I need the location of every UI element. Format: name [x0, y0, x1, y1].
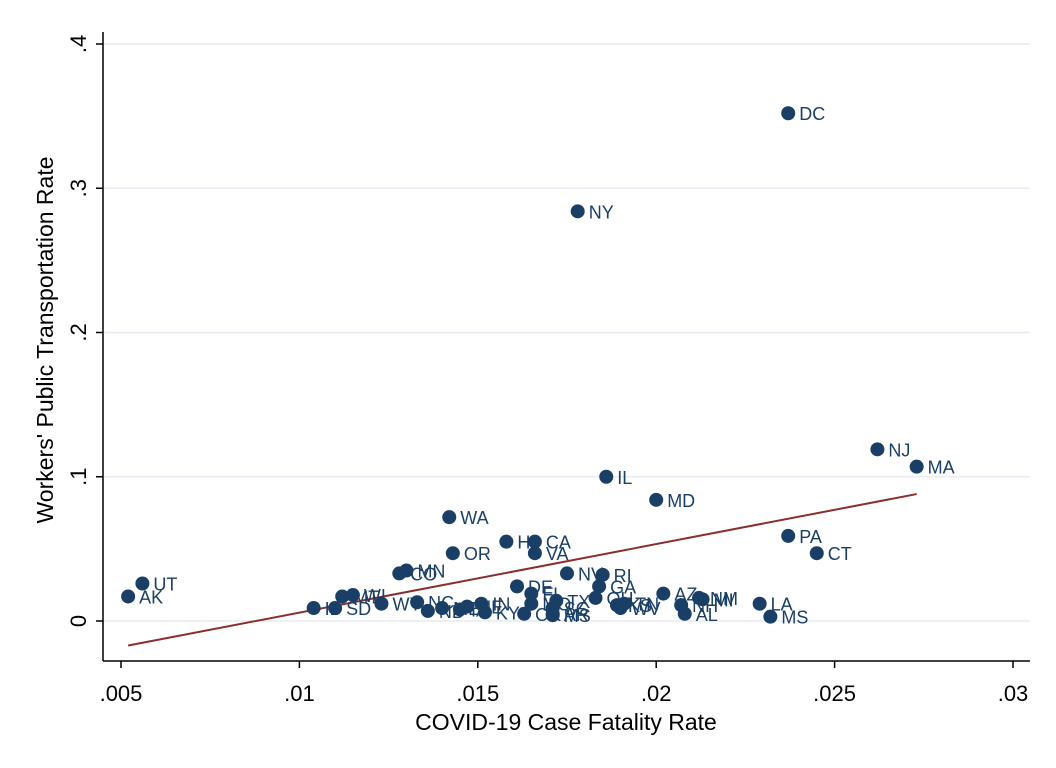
data-point — [588, 590, 603, 605]
data-point — [499, 534, 514, 549]
data-point — [517, 606, 532, 621]
data-point — [121, 589, 136, 604]
data-point — [781, 106, 796, 121]
data-point — [524, 586, 539, 601]
data-point — [781, 528, 796, 543]
data-label: KS — [628, 596, 652, 616]
fit-line — [127, 493, 917, 647]
data-label: PA — [799, 527, 822, 547]
data-point — [592, 579, 607, 594]
data-point — [595, 567, 610, 582]
data-label: TX — [567, 592, 590, 612]
data-point — [656, 586, 671, 601]
data-label: LA — [771, 595, 793, 615]
data-point — [392, 566, 407, 581]
data-label: NJ — [888, 440, 910, 460]
data-label: MI — [714, 590, 734, 610]
data-point — [870, 442, 885, 457]
data-label: MA — [928, 458, 955, 478]
data-point — [527, 546, 542, 561]
y-axis-title: Workers' Public Transportation Rate — [32, 156, 58, 523]
x-tick-label: .005 — [100, 681, 143, 706]
data-label: UT — [153, 574, 177, 594]
data-label: MT — [353, 587, 379, 607]
x-tick-label: .025 — [813, 681, 856, 706]
data-point — [420, 603, 435, 618]
data-label: IL — [617, 468, 632, 488]
data-label: CO — [410, 564, 437, 584]
data-label: SC — [564, 599, 589, 619]
data-label: NH — [692, 596, 718, 616]
x-tick-label: .03 — [998, 681, 1029, 706]
data-label: AL — [696, 605, 718, 625]
data-point — [695, 592, 710, 607]
data-label: VA — [546, 544, 569, 564]
data-point — [442, 510, 457, 525]
data-label: KY — [496, 603, 520, 623]
data-point — [909, 459, 924, 474]
data-point — [809, 546, 824, 561]
data-label: ND — [439, 602, 465, 622]
data-label: AR — [564, 605, 589, 625]
data-point — [374, 596, 389, 611]
data-label: NY — [589, 202, 614, 222]
data-label: TN — [635, 595, 659, 615]
axis-ticks: 0 .1 .2 .3 .4 .005 .01 .015 .02 .025 .03 — [66, 35, 1028, 706]
data-label: WY — [392, 595, 421, 615]
y-tick-label: .2 — [66, 323, 91, 341]
data-label: NM — [710, 589, 738, 609]
data-point — [135, 576, 150, 591]
x-tick-label: .015 — [456, 681, 499, 706]
data-label: CT — [828, 544, 852, 564]
data-point — [477, 605, 492, 620]
data-label: WA — [460, 508, 488, 528]
data-point — [306, 601, 321, 616]
data-point — [560, 566, 574, 581]
y-tick-label: .4 — [66, 35, 91, 53]
data-point — [570, 204, 585, 219]
data-label: DC — [799, 104, 825, 124]
data-point — [677, 606, 692, 621]
data-label: WV — [632, 599, 661, 619]
data-label: MD — [667, 491, 695, 511]
data-point — [763, 609, 778, 624]
y-tick-label: .3 — [66, 179, 91, 197]
data-point — [527, 534, 542, 549]
data-label: OR — [464, 544, 491, 564]
data-label: CA — [546, 533, 571, 553]
data-label: NV — [578, 564, 603, 584]
data-point — [649, 492, 664, 507]
x-axis-title: COVID-19 Case Fatality Rate — [415, 709, 717, 735]
data-point — [435, 601, 450, 616]
data-label: RI — [614, 566, 632, 586]
x-tick-label: .01 — [284, 681, 315, 706]
data-label: MS — [564, 606, 591, 626]
data-label: MN — [417, 562, 445, 582]
data-label: SD — [346, 599, 371, 619]
data-point — [613, 601, 628, 616]
data-point — [524, 596, 539, 611]
data-point — [445, 546, 460, 561]
data-point — [599, 469, 614, 484]
data-point — [345, 588, 360, 603]
data-point — [410, 595, 425, 610]
data-label: GA — [610, 577, 636, 597]
y-tick-label: .1 — [66, 468, 91, 486]
data-point — [510, 579, 525, 594]
x-tick-label: .02 — [641, 681, 672, 706]
data-label: AK — [139, 587, 163, 607]
y-tick-label: 0 — [66, 615, 91, 627]
data-point — [335, 589, 350, 604]
data-point — [452, 602, 467, 617]
data-point — [545, 606, 560, 621]
grid-lines — [103, 43, 1030, 622]
data-label: MS — [781, 608, 808, 628]
data-point — [328, 601, 343, 616]
data-label: IN — [492, 595, 510, 615]
data-point — [752, 596, 767, 611]
